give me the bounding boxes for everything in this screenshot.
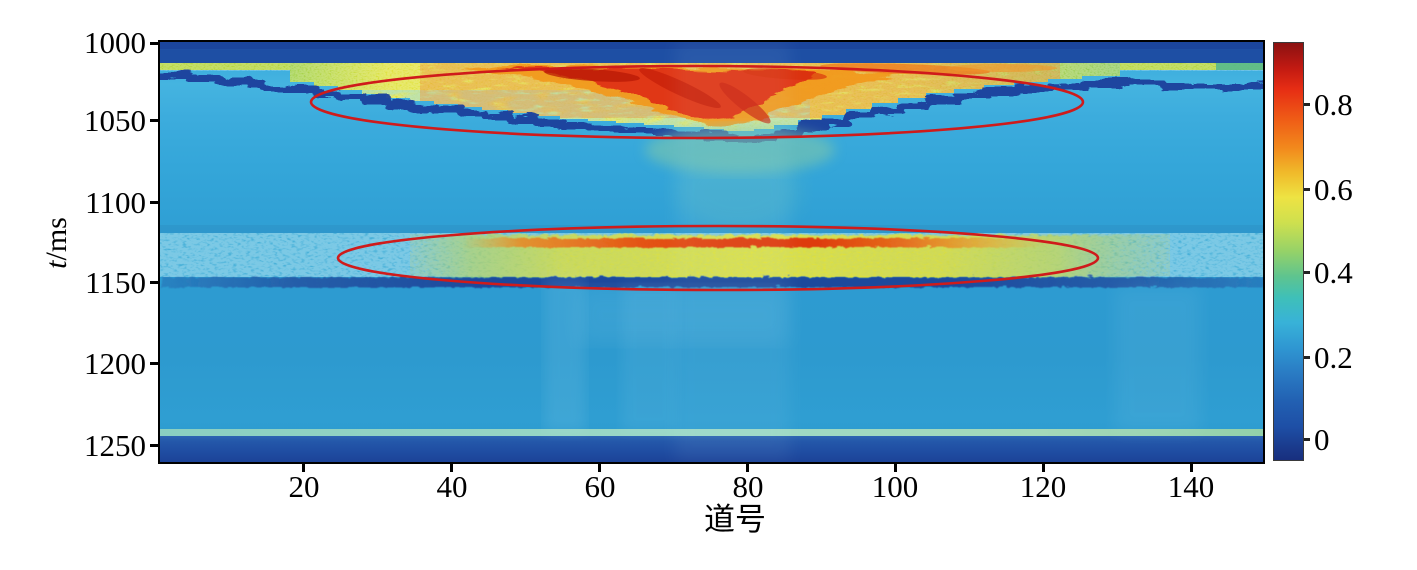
x-tick-label: 120 [1019, 469, 1067, 504]
x-tick-mark [746, 464, 749, 472]
x-tick-mark [1190, 464, 1193, 472]
vertical-streaks [545, 42, 1200, 462]
colorbar-tick-mark [1304, 356, 1310, 359]
y-tick-label: 1150 [85, 265, 146, 300]
y-tick-label: 1050 [84, 103, 146, 138]
colorbar-tick-label: 0.4 [1314, 255, 1353, 290]
colorbar-tick-mark [1304, 188, 1310, 191]
x-tick-label: 40 [436, 469, 468, 504]
colorbar-tick-mark [1304, 103, 1310, 106]
x-tick-mark [894, 464, 897, 472]
annotation-ellipses [309, 64, 1100, 292]
y-tick-label: 1250 [84, 428, 146, 463]
x-tick-label: 20 [288, 469, 320, 504]
y-tick-mark [150, 42, 158, 45]
y-tick-mark [150, 119, 158, 122]
y-tick-mark [150, 444, 158, 447]
y-tick-label: 1100 [85, 185, 146, 220]
y-tick-label: 1200 [84, 346, 146, 381]
x-tick-label: 80 [732, 469, 764, 504]
y-axis-title-unit: /ms [40, 217, 73, 261]
x-tick-mark [302, 464, 305, 472]
plot-area [158, 40, 1265, 464]
colorbar-tick-label: 0.8 [1314, 87, 1353, 122]
colorbar-tick-label: 0.6 [1314, 172, 1353, 207]
x-tick-mark [598, 464, 601, 472]
x-axis-title: 道号 [704, 502, 766, 537]
colorbar-tick-mark [1304, 438, 1310, 441]
x-tick-label: 140 [1167, 469, 1215, 504]
annotation-ellipse-lower [336, 224, 1100, 292]
y-tick-mark [150, 281, 158, 284]
colorbar-tick-label: 0 [1314, 422, 1330, 457]
colorbar [1273, 42, 1304, 461]
x-tick-label: 100 [871, 469, 919, 504]
x-tick-mark [1042, 464, 1045, 472]
y-tick-mark [150, 201, 158, 204]
y-tick-label: 1000 [84, 25, 146, 60]
heatmap-image [160, 42, 1263, 462]
x-tick-label: 60 [584, 469, 616, 504]
y-tick-mark [150, 362, 158, 365]
x-tick-mark [450, 464, 453, 472]
colorbar-tick-mark [1304, 271, 1310, 274]
colorbar-tick-label: 0.2 [1314, 340, 1353, 375]
annotation-ellipse-upper [309, 64, 1085, 140]
